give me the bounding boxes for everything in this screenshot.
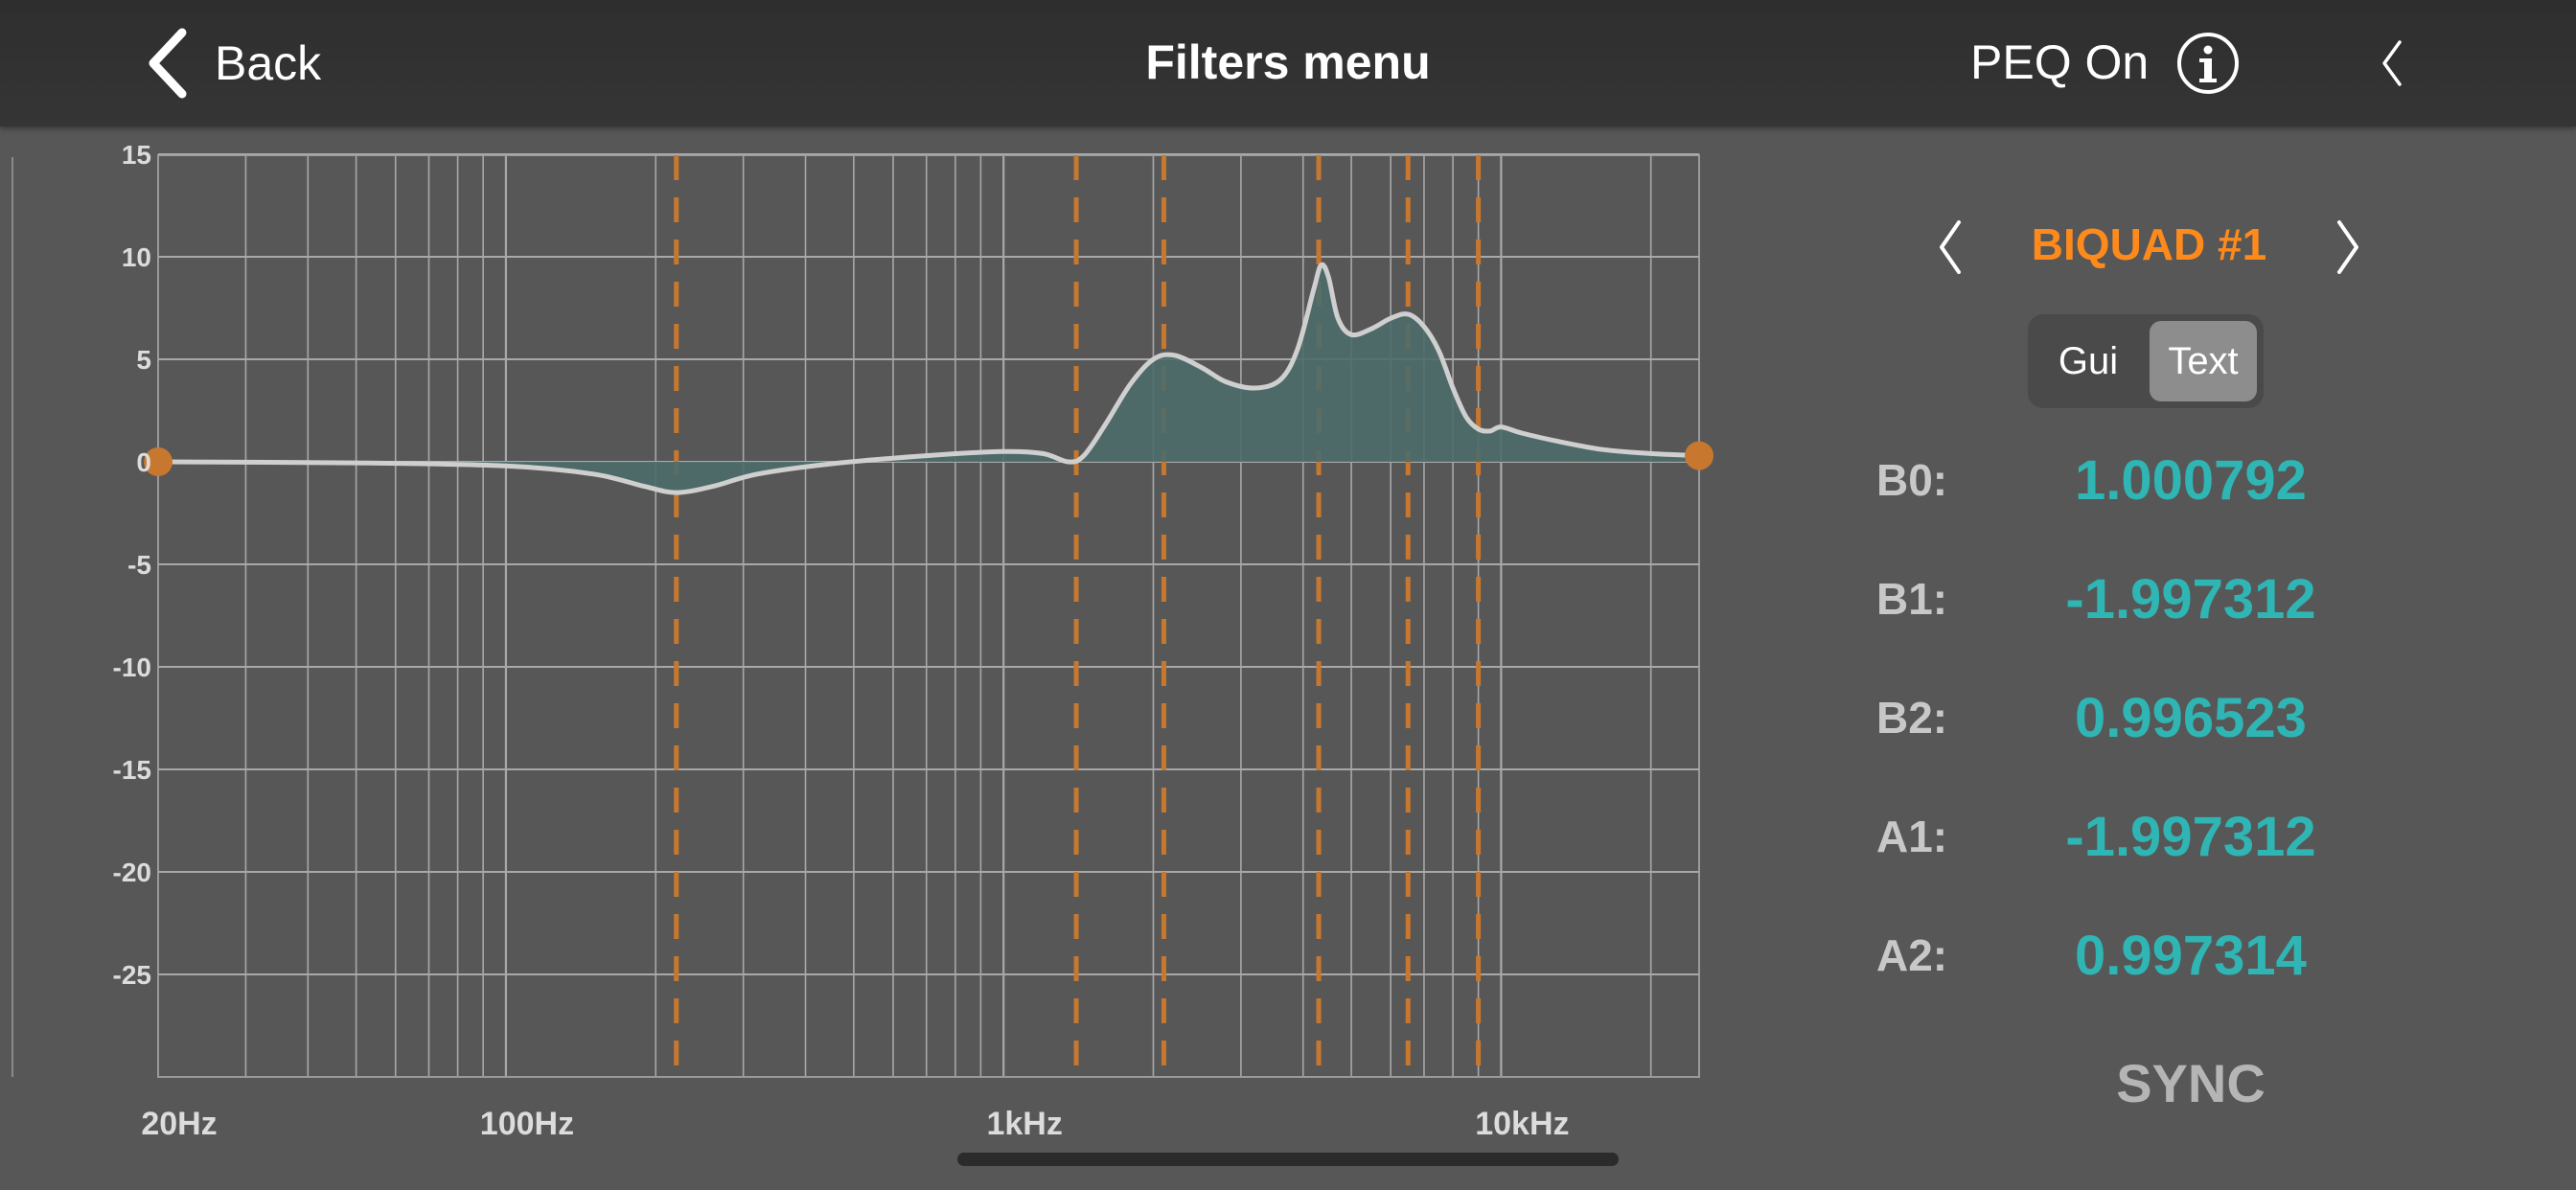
- coefficient-label: A1:: [1876, 812, 1948, 861]
- peq-status-toggle[interactable]: PEQ On: [1970, 35, 2150, 89]
- sync-button[interactable]: SYNC: [2116, 1053, 2266, 1113]
- biquad-title: BIQUAD #1: [2031, 219, 2267, 269]
- y-tick-label: -15: [113, 755, 151, 785]
- coefficient-row-a1: A1: -1.997312: [1821, 801, 2549, 878]
- y-tick-label: 10: [122, 242, 151, 272]
- next-biquad-icon[interactable]: [2324, 213, 2372, 282]
- mode-gui-button[interactable]: Gui: [2058, 339, 2119, 382]
- y-tick-label: 15: [122, 140, 151, 170]
- coefficient-row-b2: B2: 0.996523: [1821, 682, 2549, 759]
- endpoint-handle: [144, 447, 172, 476]
- x-tick-label: 10kHz: [1475, 1106, 1569, 1142]
- coefficient-value[interactable]: -1.997312: [2065, 568, 2316, 630]
- filter-marker-lines: [674, 155, 1482, 1077]
- coefficient-value[interactable]: 1.000792: [2075, 449, 2307, 512]
- chevron-left-icon: [149, 28, 187, 99]
- x-tick-label: 1kHz: [986, 1106, 1062, 1142]
- y-tick-label: 0: [136, 447, 151, 477]
- y-tick-labels: 15 10 5 0 -5 -10 -15 -20 -25: [113, 140, 151, 990]
- y-tick-label: 5: [136, 345, 151, 375]
- coefficient-row-a2: A2: 0.997314: [1821, 920, 2549, 996]
- mode-segmented-control: Gui Text: [2028, 314, 2264, 408]
- y-tick-label: -5: [127, 550, 151, 580]
- frequency-response-chart[interactable]: 15 10 5 0 -5 -10 -15 -20 -25 20Hz 100Hz 1kHz 10kHz: [0, 126, 1744, 1152]
- y-tick-label: -20: [113, 858, 151, 887]
- endpoint-handles: [144, 441, 1714, 476]
- coefficient-row-b0: B0: 1.000792: [1821, 445, 2549, 521]
- x-tick-label: 100Hz: [480, 1106, 574, 1142]
- y-tick-label: -10: [113, 652, 151, 682]
- coefficient-value[interactable]: 0.997314: [2075, 925, 2307, 987]
- y-tick-label: -25: [113, 960, 151, 990]
- left-edge-divider: [12, 157, 13, 1077]
- collapse-panel-icon[interactable]: [2373, 36, 2411, 90]
- back-button[interactable]: Back: [144, 27, 321, 100]
- mode-text-button[interactable]: Text: [2150, 321, 2257, 401]
- coefficient-label: B0:: [1876, 455, 1948, 505]
- chart-grid-minor: [157, 155, 1652, 1077]
- response-curve-layer: [157, 262, 1700, 495]
- info-icon[interactable]: [2175, 31, 2241, 96]
- plot-frame: [157, 154, 1700, 1078]
- response-curve-line: [157, 262, 1700, 495]
- previous-biquad-icon[interactable]: [1926, 213, 1974, 282]
- response-area-fill: [158, 264, 1699, 493]
- coefficient-label: A2:: [1876, 930, 1948, 980]
- biquad-panel: BIQUAD #1 Gui Text B0: 1.000792 B1: -1.9…: [1821, 126, 2549, 1113]
- chart-grid-major: [157, 153, 1700, 1078]
- back-label: Back: [215, 36, 322, 90]
- coefficient-row-b1: B1: -1.997312: [1821, 563, 2549, 640]
- home-indicator: [957, 1153, 1619, 1166]
- x-tick-label: 20Hz: [141, 1106, 217, 1142]
- coefficient-label: B1:: [1876, 574, 1948, 624]
- coefficient-label: B2:: [1876, 693, 1948, 743]
- x-tick-labels: 20Hz 100Hz 1kHz 10kHz: [141, 1106, 1569, 1142]
- coefficient-value[interactable]: -1.997312: [2065, 806, 2316, 868]
- top-bar: Back Filters menu PEQ On: [0, 0, 2576, 126]
- endpoint-handle: [1685, 441, 1714, 470]
- coefficient-value[interactable]: 0.996523: [2075, 687, 2307, 749]
